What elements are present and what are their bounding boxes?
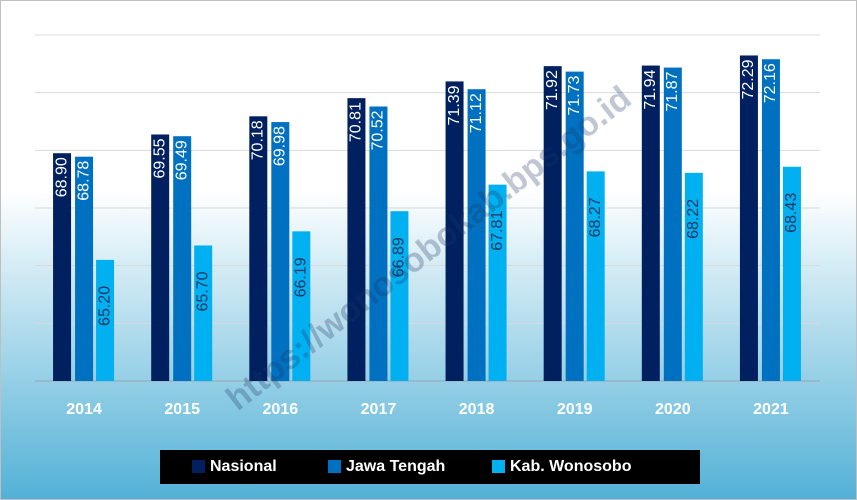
legend-label: Nasional <box>210 458 277 475</box>
bar <box>347 98 366 382</box>
bar <box>151 134 170 381</box>
data-label: 68.27 <box>587 197 604 237</box>
data-label: 69.49 <box>173 140 190 180</box>
legend-swatch <box>192 460 205 473</box>
legend-swatch <box>492 460 505 473</box>
bar <box>173 136 192 381</box>
bar <box>565 71 584 381</box>
data-label: 68.22 <box>685 199 702 239</box>
data-label: 68.43 <box>783 193 800 233</box>
legend-swatch <box>328 460 341 473</box>
x-tick-label: 2014 <box>66 401 102 418</box>
legend-label: Kab. Wonosobo <box>510 458 632 475</box>
legend-label: Jawa Tengah <box>346 458 445 475</box>
bar <box>641 65 660 382</box>
data-label: 65.20 <box>96 286 113 326</box>
bar <box>739 55 758 381</box>
legend-box <box>160 450 700 484</box>
bar <box>586 171 605 381</box>
bar <box>684 172 703 381</box>
data-label: 70.18 <box>250 120 267 160</box>
x-tick-label: 2019 <box>557 401 593 418</box>
data-label: 72.29 <box>740 59 757 99</box>
data-label: 66.89 <box>391 237 408 277</box>
data-label: 71.92 <box>544 70 561 110</box>
bar <box>488 184 507 381</box>
data-label: 71.12 <box>468 93 485 133</box>
plot-area: 2014 68.90 68.78 65.20 2015 69.55 69.49 65.70 20… <box>35 34 820 475</box>
bar <box>761 59 780 381</box>
data-label: 65.70 <box>194 271 211 311</box>
bar <box>75 156 94 381</box>
x-tick-label: 2020 <box>655 401 691 418</box>
bar <box>194 245 213 381</box>
data-label: 69.55 <box>151 138 168 178</box>
data-label: 67.81 <box>489 211 506 251</box>
data-label: 71.39 <box>446 85 463 125</box>
bar <box>292 231 311 381</box>
x-tick-label: 2015 <box>164 401 200 418</box>
data-label: 70.52 <box>370 110 387 150</box>
bar <box>369 106 388 382</box>
bar <box>249 116 268 381</box>
x-tick-label: 2021 <box>753 401 789 418</box>
data-label: 71.94 <box>642 69 659 109</box>
bar <box>271 122 290 382</box>
x-tick-label: 2018 <box>459 401 495 418</box>
bar <box>390 211 409 381</box>
bar <box>96 259 115 381</box>
data-label: 68.90 <box>53 157 70 197</box>
data-label: 71.73 <box>566 76 583 116</box>
x-tick-label: 2016 <box>263 401 299 418</box>
data-label: 68.78 <box>75 161 92 201</box>
bar <box>543 66 562 381</box>
data-label: 66.19 <box>293 257 310 297</box>
data-label: 72.16 <box>762 63 779 103</box>
bar <box>663 67 682 381</box>
data-label: 70.81 <box>348 102 365 142</box>
x-tick-label: 2017 <box>361 401 397 418</box>
bar <box>445 81 464 382</box>
bar <box>467 89 486 381</box>
bar <box>782 166 801 381</box>
data-label: 71.87 <box>664 71 681 111</box>
data-label: 69.98 <box>272 126 289 166</box>
bar <box>53 153 72 381</box>
